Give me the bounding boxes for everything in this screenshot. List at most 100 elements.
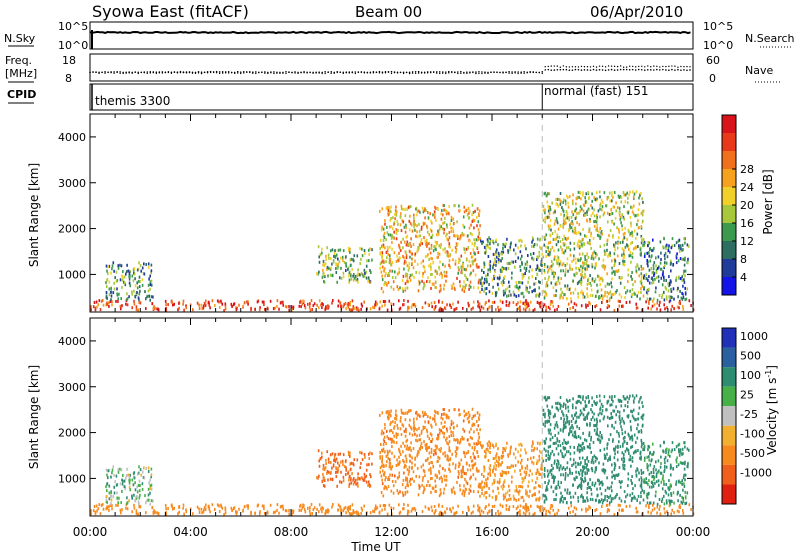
power-cell — [468, 226, 471, 230]
velocity-cell — [488, 466, 491, 470]
nave-point — [231, 71, 233, 74]
velocity-cell — [369, 485, 371, 488]
velocity-cell — [431, 509, 433, 513]
velocity-cell — [365, 480, 368, 484]
power-cell — [380, 287, 383, 290]
velocity-cell — [483, 449, 486, 453]
power-cell — [651, 281, 653, 285]
velocity-cell — [604, 498, 606, 501]
power-cell — [416, 235, 419, 239]
power-cell — [599, 296, 601, 300]
power-cell — [543, 296, 546, 300]
nave-point — [315, 72, 317, 74]
velocity-cell — [618, 410, 621, 414]
velocity-cell — [409, 459, 411, 463]
nave-point — [460, 72, 462, 75]
nave-point — [478, 72, 480, 75]
power-cell — [499, 299, 502, 303]
velocity-cell — [394, 421, 396, 425]
velocity-cell — [564, 446, 567, 450]
power-cell — [447, 254, 450, 258]
power-cell — [465, 209, 468, 213]
velocity-cell — [337, 503, 340, 507]
power-cell — [489, 239, 492, 243]
velocity-cell — [678, 510, 680, 514]
nave-point — [188, 71, 191, 74]
velocity-cell — [433, 511, 436, 515]
velocity-cell — [117, 503, 119, 507]
power-cell — [303, 304, 306, 308]
velocity-cell — [472, 473, 475, 477]
power-cell — [611, 271, 613, 275]
velocity-cell — [126, 501, 129, 505]
power-cell — [385, 260, 387, 264]
velocity-cell — [503, 485, 505, 488]
power-cell — [416, 230, 418, 234]
nave-point — [523, 72, 525, 74]
power-cell — [612, 270, 615, 274]
velocity-cell — [477, 504, 479, 508]
velocity-cell — [368, 457, 371, 460]
nave-point — [538, 71, 540, 74]
nave-point — [414, 72, 417, 74]
power-cell — [538, 280, 540, 284]
power-cell — [402, 274, 405, 278]
power-cell — [596, 197, 598, 201]
power-cell — [282, 303, 284, 307]
power-cell — [546, 281, 548, 285]
power-cell — [547, 252, 549, 256]
velocity-cell — [658, 507, 661, 511]
power-cell — [494, 291, 497, 295]
velocity-cell — [316, 476, 318, 480]
velocity-cell — [469, 455, 472, 459]
velocity-cell — [533, 448, 535, 452]
velocity-cell — [131, 510, 133, 514]
velocity-cell — [276, 508, 278, 512]
velocity-cell — [348, 485, 350, 488]
power-cell — [494, 257, 496, 261]
power-cell — [430, 267, 432, 271]
power-cell — [106, 302, 108, 306]
velocity-cell — [456, 446, 459, 450]
power-cell — [527, 280, 529, 284]
velocity-cell — [384, 478, 386, 482]
power-cell — [401, 287, 404, 291]
power-cell — [592, 236, 595, 240]
velocity-cell — [471, 417, 473, 421]
power-cell — [570, 226, 573, 230]
power-cell — [586, 241, 589, 245]
velocity-cell — [238, 507, 240, 511]
power-cell — [389, 269, 391, 273]
velocity-cell — [619, 504, 621, 507]
power-cell — [335, 262, 337, 266]
velocity-cell — [353, 458, 356, 462]
nave-point — [571, 66, 574, 68]
velocity-cell — [390, 429, 393, 432]
power-cell — [345, 264, 347, 268]
velocity-cell — [399, 453, 402, 456]
power-cell — [474, 258, 477, 262]
velocity-cell — [404, 411, 406, 415]
velocity-cell — [506, 466, 509, 469]
power-cell — [596, 290, 599, 294]
velocity-cell — [501, 456, 503, 460]
power-cell — [584, 272, 586, 276]
velocity-cell — [411, 456, 413, 460]
power-cell — [405, 223, 407, 227]
velocity-cell — [558, 485, 561, 489]
power-cell — [388, 274, 391, 277]
velocity-cell — [642, 448, 644, 452]
freq-point — [559, 68, 562, 71]
power-cell — [355, 306, 358, 310]
power-cell — [408, 276, 411, 280]
power-cell — [127, 269, 130, 273]
power-cell — [452, 230, 455, 234]
velocity-cell — [538, 498, 540, 502]
power-cell — [534, 307, 536, 311]
power-cell — [595, 199, 597, 202]
velocity-cell — [489, 471, 491, 475]
velocity-cell — [345, 473, 347, 476]
velocity-cell — [178, 505, 180, 509]
power-cell — [677, 259, 680, 263]
velocity-cell — [499, 480, 501, 484]
